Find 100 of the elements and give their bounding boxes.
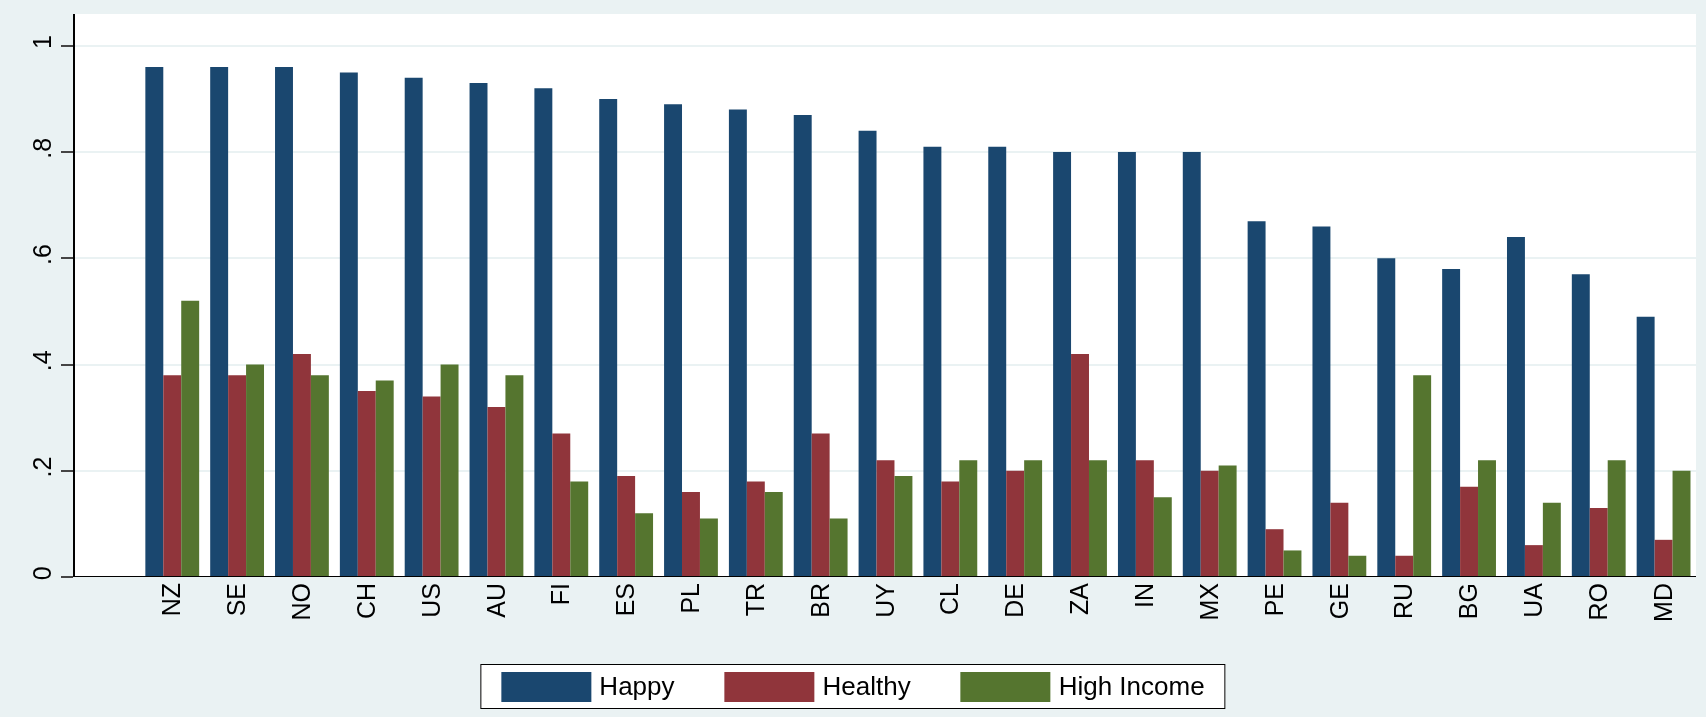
bar <box>1283 550 1302 577</box>
bar <box>1247 221 1266 577</box>
x-tick-label: CH <box>351 583 380 620</box>
bar <box>1088 460 1107 577</box>
x-tick-label: MD <box>1648 583 1677 622</box>
bar <box>959 460 978 577</box>
bar <box>1218 465 1237 577</box>
bar <box>635 513 654 577</box>
bar <box>375 380 394 577</box>
bar <box>210 67 229 577</box>
bar <box>829 518 848 577</box>
bar <box>404 77 423 577</box>
x-tick-label: BR <box>805 583 834 618</box>
x-tick-label: AU <box>481 583 510 618</box>
legend-label: High Income <box>1058 671 1205 702</box>
bar <box>1348 555 1367 577</box>
bar <box>145 67 164 577</box>
bar <box>552 433 571 577</box>
bar <box>1117 152 1136 577</box>
bar <box>275 67 293 577</box>
bar <box>894 476 913 577</box>
bar <box>181 300 200 577</box>
bar <box>1312 226 1331 577</box>
y-tick-label: .8 <box>28 137 56 159</box>
bar <box>1506 237 1525 577</box>
x-tick-label: FI <box>546 583 575 606</box>
bar <box>617 476 636 577</box>
x-tick-label: PL <box>676 582 705 614</box>
bar <box>764 492 783 577</box>
bar <box>163 375 182 577</box>
bar <box>1478 460 1496 577</box>
y-tick-label: .6 <box>28 244 56 265</box>
bar <box>1024 460 1043 577</box>
x-tick-label: TR <box>740 583 769 617</box>
bar <box>228 375 247 577</box>
bar <box>664 104 683 577</box>
bar <box>1636 316 1655 577</box>
bar <box>310 375 329 577</box>
bar <box>811 433 830 577</box>
bar <box>923 146 942 577</box>
x-tick-label: MX <box>1194 582 1223 621</box>
bar <box>746 481 765 577</box>
y-tick-label: .4 <box>28 350 56 372</box>
bar <box>1571 274 1590 577</box>
bar <box>487 407 506 577</box>
bar <box>1006 470 1025 577</box>
bar <box>469 83 488 577</box>
bar <box>570 481 589 577</box>
bar <box>1265 529 1284 577</box>
x-tick-label: ZA <box>1065 582 1094 615</box>
bar <box>1330 502 1349 577</box>
bar <box>357 391 376 577</box>
bar <box>534 88 553 577</box>
bar <box>246 364 265 577</box>
x-tick-label: ES <box>611 583 640 617</box>
bar <box>1071 353 1089 577</box>
x-tick-label: BG <box>1454 583 1483 620</box>
bar <box>1153 497 1172 577</box>
bar <box>858 130 877 577</box>
y-tick-label: 1 <box>28 35 56 50</box>
legend-label: Happy <box>599 671 675 702</box>
bar <box>1589 507 1608 577</box>
bar <box>1182 152 1201 577</box>
bar <box>1377 258 1396 577</box>
y-tick-label: .2 <box>28 456 56 478</box>
x-tick-label: GE <box>1324 583 1353 620</box>
x-tick-label: US <box>416 583 445 618</box>
bar <box>339 72 358 577</box>
bar <box>682 492 700 577</box>
x-tick-label: UA <box>1519 582 1548 618</box>
bar <box>699 518 718 577</box>
x-tick-label: RU <box>1389 583 1418 620</box>
bar <box>422 396 441 577</box>
bar <box>505 375 524 577</box>
bar <box>1053 152 1072 577</box>
bar <box>988 146 1007 577</box>
bar <box>1672 470 1691 577</box>
bar <box>292 353 311 577</box>
x-tick-label: IN <box>1129 583 1158 608</box>
bar <box>1524 545 1543 577</box>
x-tick-label: UY <box>870 582 899 618</box>
bar <box>1460 486 1479 577</box>
x-tick-label: SE <box>222 583 251 617</box>
bar <box>941 481 960 577</box>
bar <box>440 364 459 577</box>
x-tick-label: NZ <box>157 583 186 617</box>
bar <box>1135 460 1154 577</box>
bar <box>876 460 895 577</box>
x-tick-label: PE <box>1259 583 1288 617</box>
bar <box>1442 268 1461 577</box>
bar <box>1395 555 1414 577</box>
bar <box>728 109 747 577</box>
x-tick-label: DE <box>1000 583 1029 618</box>
bar <box>1413 375 1432 577</box>
bar <box>1542 502 1561 577</box>
bar <box>1654 539 1673 577</box>
bar <box>1607 460 1626 577</box>
bar <box>1200 470 1219 577</box>
bar <box>793 114 812 577</box>
bar <box>599 98 618 577</box>
